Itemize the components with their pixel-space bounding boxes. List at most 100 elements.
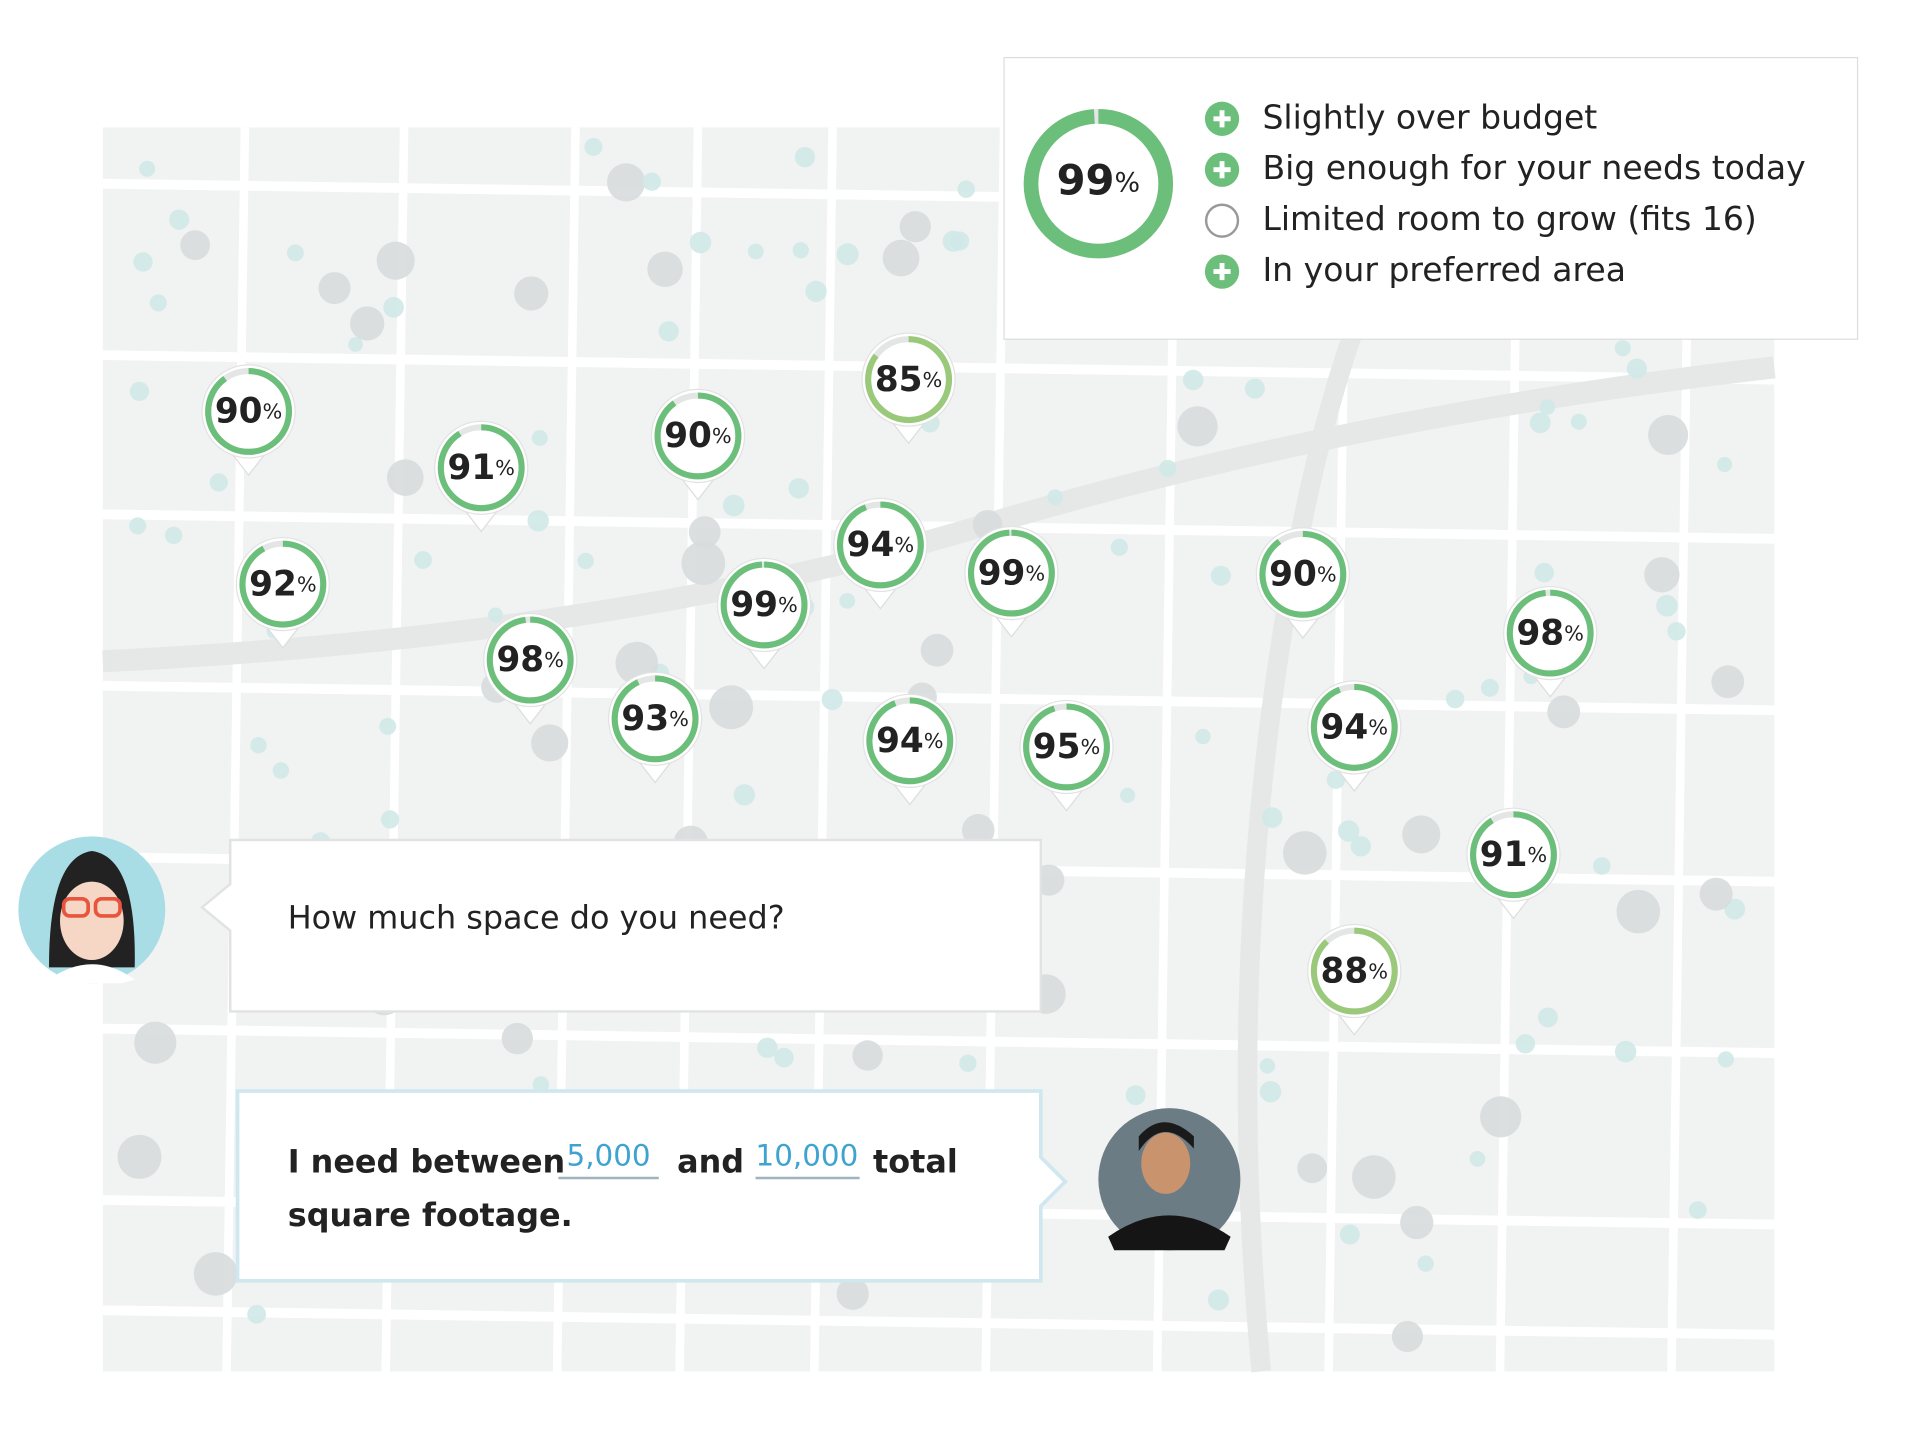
map-dot	[169, 209, 190, 230]
plus-sign	[1213, 263, 1231, 281]
pin[interactable]: 91%	[1466, 807, 1561, 920]
pin[interactable]: 90%	[1255, 527, 1350, 639]
pin[interactable]: 94%	[862, 693, 957, 806]
pin-label: 85%	[875, 359, 942, 399]
map-dot	[794, 146, 816, 168]
map-dot	[647, 251, 683, 288]
item-text: Slightly over budget	[1262, 97, 1597, 136]
map-dot	[805, 280, 827, 302]
pin-arc	[486, 616, 574, 704]
map-dot	[792, 242, 809, 259]
pin[interactable]: 94%	[1307, 680, 1402, 793]
summary-card: 99% Slightly over budget Big enough for y…	[1003, 56, 1859, 340]
pin-body	[607, 671, 703, 766]
map-dot	[383, 296, 404, 318]
pin-label: 92%	[249, 564, 316, 604]
summary-items: Slightly over budget Big enough for your …	[1204, 97, 1806, 289]
pin-arc	[1506, 589, 1594, 677]
pin-value: 91	[1480, 834, 1528, 874]
agent-collar	[48, 964, 135, 984]
pin-value: 90	[664, 416, 712, 456]
pin-value: 99	[730, 585, 778, 625]
map-dot	[1339, 1224, 1360, 1245]
map-dot	[1259, 1081, 1282, 1103]
pin-value: 98	[496, 640, 544, 680]
pin-body	[201, 364, 296, 459]
pin-value: 94	[847, 525, 895, 565]
map-dot	[531, 724, 569, 762]
pin-body	[1307, 680, 1402, 775]
map-dot	[1326, 770, 1346, 789]
pin[interactable]: 92%	[235, 536, 331, 649]
pin-value: 90	[1269, 554, 1317, 594]
pin[interactable]: 88%	[1307, 923, 1402, 1036]
map-dot	[129, 381, 150, 401]
pin[interactable]: 90%	[201, 364, 296, 477]
pin-label: 93%	[621, 699, 688, 739]
map-dot	[1261, 807, 1283, 828]
map-dot	[117, 1134, 162, 1179]
pin-body	[650, 388, 746, 484]
map-dot	[1529, 412, 1551, 434]
max-input[interactable]: 10,000	[756, 1139, 859, 1173]
question-bubble	[200, 838, 1043, 1013]
pin[interactable]: 95%	[1019, 699, 1114, 812]
map-dot	[852, 1040, 883, 1071]
map-dot	[1159, 459, 1177, 478]
map-dot	[1515, 1034, 1536, 1054]
pin[interactable]: 91%	[434, 420, 529, 533]
map-dot	[1120, 787, 1136, 803]
pin-unit: %	[1025, 561, 1045, 585]
user-shirt	[1108, 1215, 1231, 1251]
pin-body	[434, 420, 529, 515]
map-dot	[350, 306, 385, 341]
pin-body	[862, 693, 957, 788]
pin-label: 91%	[447, 448, 514, 488]
pin-label: 91%	[1480, 834, 1547, 874]
pin[interactable]: 93%	[607, 671, 703, 784]
agent-bangs	[61, 865, 123, 892]
item-text: Limited room to grow (fits 16)	[1262, 199, 1756, 238]
map-dot	[1297, 1153, 1328, 1184]
map-dot	[774, 1047, 794, 1068]
map-dot	[957, 180, 975, 198]
pin[interactable]: 85%	[861, 332, 956, 445]
pin-arc	[239, 540, 327, 628]
pin[interactable]: 98%	[483, 612, 578, 725]
map-dot	[1400, 1205, 1434, 1240]
map-dot	[1110, 538, 1128, 556]
item-text: Big enough for your needs today	[1262, 148, 1805, 187]
min-input[interactable]: 5,000	[567, 1139, 651, 1173]
map-dot	[821, 688, 843, 711]
map-dot	[164, 526, 183, 544]
map-dot	[747, 243, 764, 260]
map-dot	[1626, 358, 1647, 379]
question-text: How much space do you need?	[288, 899, 785, 937]
pin[interactable]: 90%	[650, 388, 746, 501]
pin-value: 91	[447, 448, 495, 488]
pin-arc	[654, 392, 742, 480]
pin-label: 94%	[847, 525, 914, 565]
pin[interactable]: 94%	[833, 497, 928, 610]
pin[interactable]: 99%	[964, 525, 1059, 638]
pin-label: 98%	[496, 640, 563, 680]
map-dot	[836, 1277, 869, 1310]
map-dot	[1210, 565, 1231, 586]
map-dot	[139, 160, 156, 177]
user-face	[1141, 1132, 1191, 1194]
score-value: 99	[1057, 156, 1115, 205]
pin-value: 98	[1516, 613, 1564, 653]
pin-unit: %	[1368, 959, 1388, 983]
map-dot	[658, 321, 679, 342]
map-dot	[1699, 877, 1733, 911]
answer-before: I need between	[288, 1142, 565, 1180]
map-dot	[1614, 340, 1631, 357]
plus-sign	[1213, 110, 1231, 128]
map-dot	[1570, 413, 1587, 430]
pin-arc	[437, 424, 525, 512]
map-dot	[1480, 1096, 1522, 1138]
pin[interactable]: 98%	[1503, 585, 1598, 698]
pin[interactable]: 99%	[716, 557, 812, 670]
map-dot	[531, 430, 548, 446]
